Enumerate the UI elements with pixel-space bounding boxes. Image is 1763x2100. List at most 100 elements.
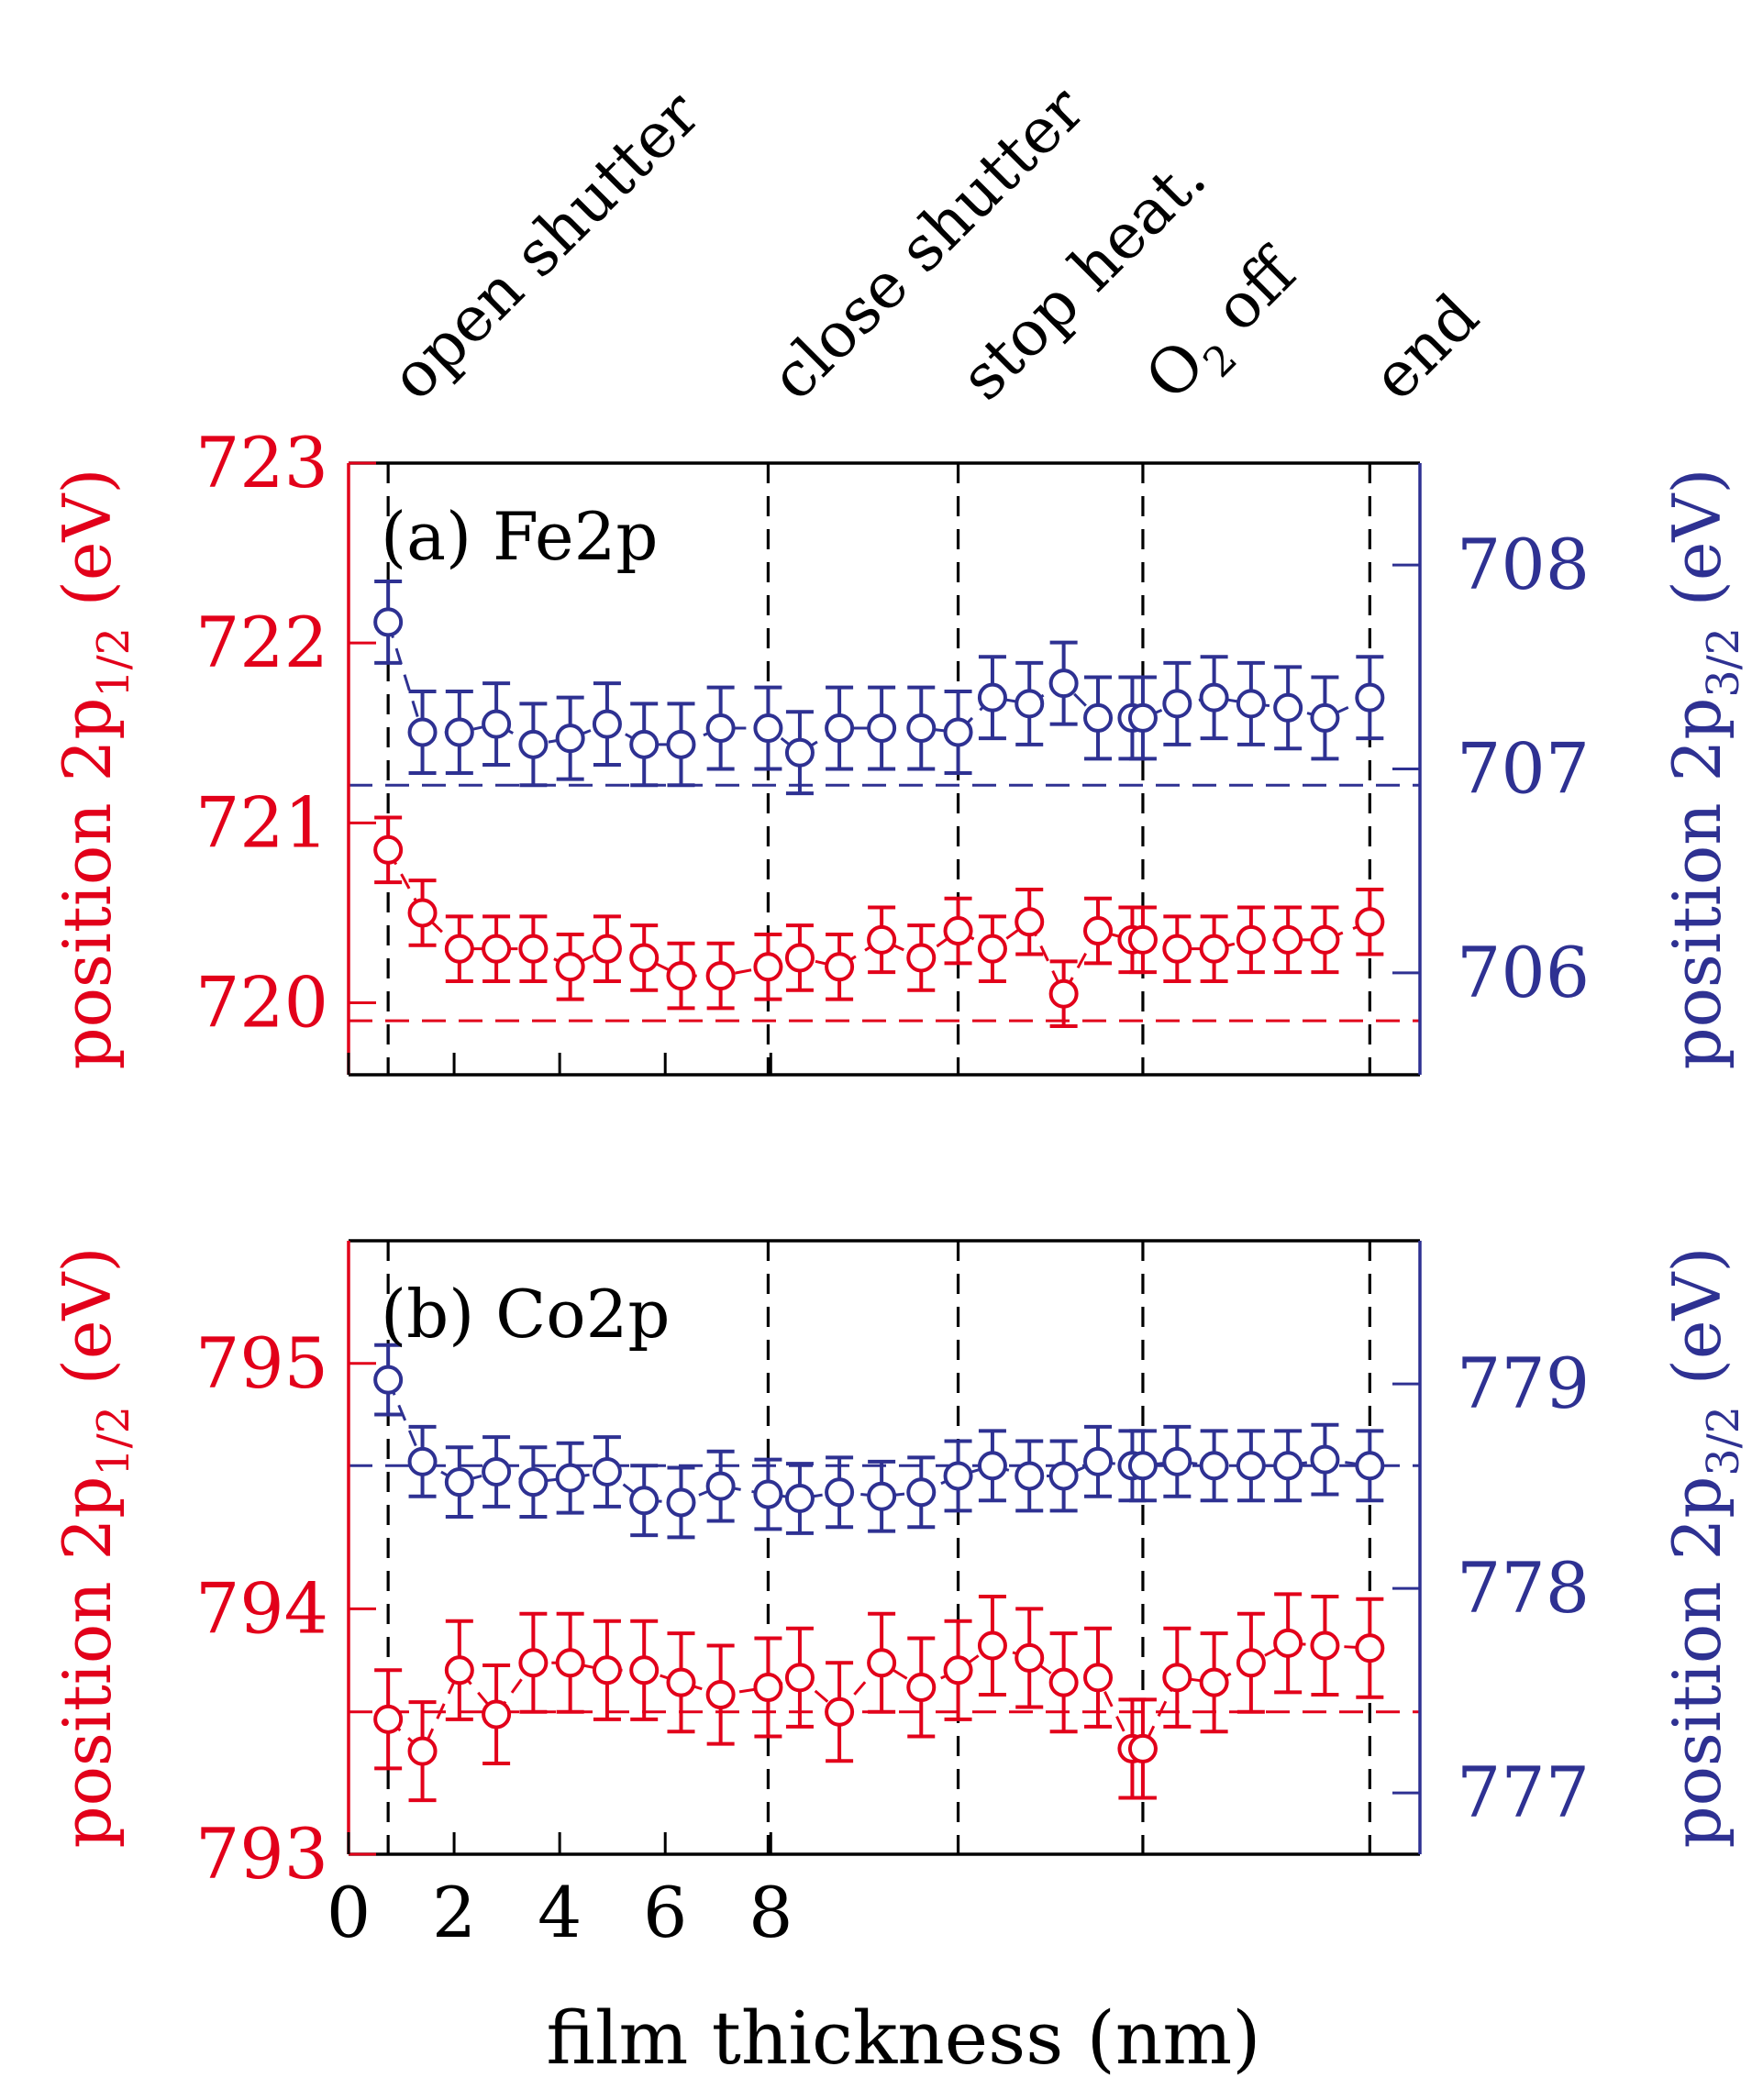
data-point — [753, 1673, 783, 1703]
data-point — [1162, 934, 1192, 964]
data-point — [1083, 916, 1114, 946]
tick-label-left: 722 — [195, 602, 328, 683]
data-point — [705, 961, 736, 991]
data-point — [1083, 1663, 1114, 1693]
data-point — [977, 1630, 1007, 1661]
data-point — [867, 1648, 897, 1678]
data-point — [1199, 1451, 1229, 1481]
data-point — [1273, 1628, 1303, 1658]
data-point — [1048, 669, 1079, 699]
data-point — [1015, 1461, 1045, 1491]
data-point — [1310, 1444, 1340, 1475]
data-point — [666, 961, 696, 991]
data-point — [407, 1736, 438, 1766]
data-point — [705, 713, 736, 744]
data-point — [555, 952, 585, 982]
data-point — [592, 934, 622, 964]
data-point — [1162, 1663, 1192, 1693]
data-point — [1236, 1451, 1266, 1481]
data-point — [825, 952, 855, 982]
data-point — [592, 1456, 622, 1487]
data-point — [943, 1461, 973, 1491]
data-point — [1127, 702, 1158, 733]
panel-fe2p: 720 721 722 723 706 707 708 (a) Fe2p position 2p… — [49, 422, 1749, 1077]
series-line — [386, 621, 1370, 755]
data-point — [592, 709, 622, 739]
data-point — [373, 834, 404, 865]
data-point — [666, 1667, 696, 1697]
tick-label-left: 723 — [195, 422, 328, 503]
series-red — [373, 815, 1385, 1029]
series-blue — [373, 579, 1385, 796]
data-point — [753, 713, 783, 744]
data-point — [784, 1663, 815, 1693]
data-point — [1083, 702, 1114, 733]
event-label: O2 off — [1132, 234, 1321, 423]
tick-label-left: 721 — [195, 781, 328, 863]
data-point — [867, 1481, 897, 1511]
tick-label-right: 779 — [1457, 1343, 1590, 1424]
series-line — [387, 1641, 1370, 1754]
tick-label-x: 4 — [538, 1872, 582, 1953]
data-point — [784, 737, 815, 768]
tick-label-left: 794 — [195, 1567, 328, 1649]
data-point — [444, 934, 474, 964]
panel-co2p: 793 794 795 777 778 779 (b) Co2p position 2p1/2… — [49, 1239, 1749, 1895]
data-point — [1199, 682, 1229, 713]
data-point — [629, 1486, 660, 1516]
data-point — [1273, 1451, 1303, 1481]
data-point — [867, 924, 897, 955]
data-point — [1162, 689, 1192, 719]
data-point — [1355, 682, 1385, 713]
data-point — [444, 1467, 474, 1498]
tick-label-right: 778 — [1457, 1547, 1590, 1629]
tick-label-x: 6 — [643, 1872, 687, 1953]
tick-label-left: 795 — [195, 1322, 328, 1404]
data-point — [784, 943, 815, 973]
data-point — [1048, 1461, 1079, 1491]
series-line — [386, 1379, 1370, 1504]
data-point — [1199, 1667, 1229, 1697]
data-point — [1127, 1451, 1158, 1481]
data-point — [482, 1699, 512, 1730]
tick-label-x: 2 — [432, 1872, 476, 1953]
series-blue — [373, 1343, 1385, 1540]
y-axis-label-left: position 2p1/2 (eV) — [49, 1246, 139, 1848]
data-point — [1127, 924, 1158, 955]
data-point — [592, 1655, 622, 1686]
data-point — [753, 1479, 783, 1509]
data-point — [977, 1451, 1007, 1481]
tick-label-right: 777 — [1457, 1752, 1590, 1833]
data-point — [407, 717, 438, 747]
data-point — [373, 1365, 404, 1395]
tick-label-right: 707 — [1457, 728, 1590, 810]
data-point — [906, 1477, 937, 1508]
event-label: end — [1358, 281, 1492, 414]
data-point — [444, 717, 474, 747]
data-point — [906, 943, 937, 973]
data-point — [906, 713, 937, 744]
data-point — [373, 607, 404, 637]
x-axis: 0 2 4 6 8 film thickness (nm) — [327, 1872, 1261, 2081]
data-point — [666, 1487, 696, 1518]
data-point — [1273, 692, 1303, 723]
data-point — [1083, 1446, 1114, 1476]
y-axis-label-right: position 2p3/2 (eV) — [1658, 1246, 1749, 1848]
data-point — [1310, 1630, 1340, 1661]
y-axis-label-right: position 2p3/2 (eV) — [1658, 468, 1749, 1069]
panel-title: (a) Fe2p — [381, 498, 659, 575]
data-point — [555, 724, 585, 754]
data-point — [867, 713, 897, 744]
event-label: open shutter — [377, 78, 714, 414]
data-point — [518, 1648, 549, 1678]
data-point — [1273, 924, 1303, 955]
tick-label-right: 706 — [1457, 932, 1590, 1013]
x-axis-label: film thickness (nm) — [547, 1995, 1261, 2081]
data-point — [1236, 689, 1266, 719]
data-point — [1127, 1733, 1158, 1763]
data-point — [753, 952, 783, 982]
data-point — [825, 1697, 855, 1727]
data-point — [1310, 702, 1340, 733]
